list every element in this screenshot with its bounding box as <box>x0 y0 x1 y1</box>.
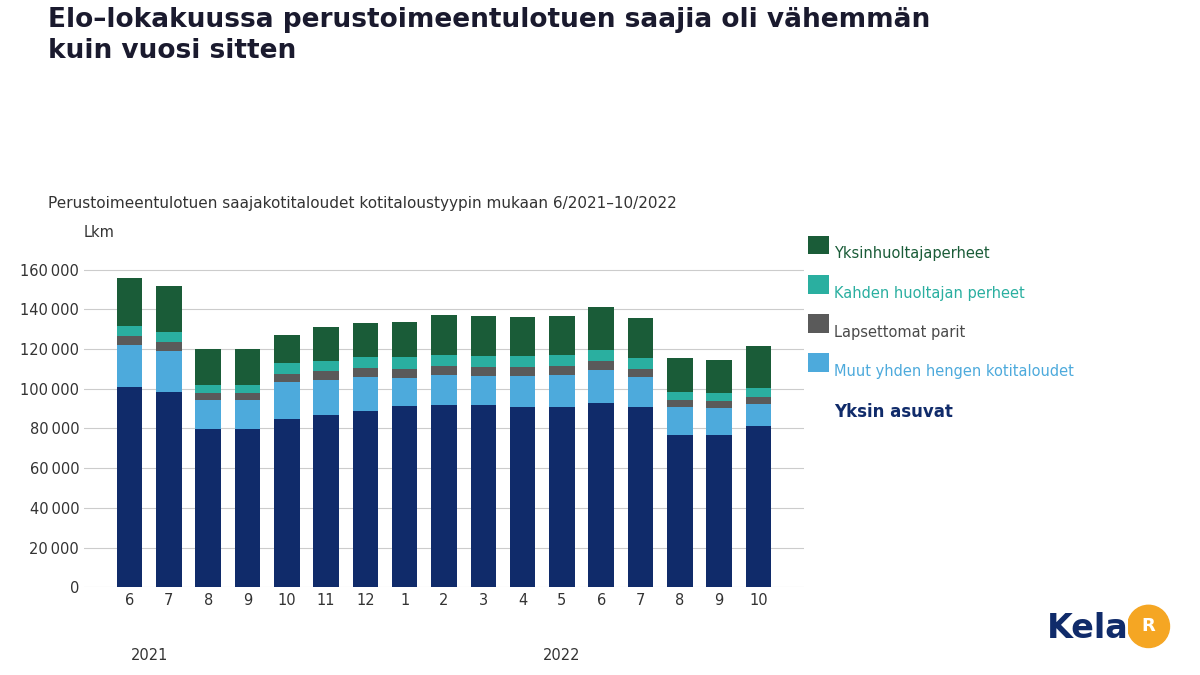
Bar <box>274 335 300 363</box>
Text: Yksin asuvat: Yksin asuvat <box>834 403 953 421</box>
Bar <box>392 406 418 587</box>
Text: Perustoimeentulotuen saajakotitaloudet kotitaloustyypin mukaan 6/2021–10/2022: Perustoimeentulotuen saajakotitaloudet k… <box>48 196 677 211</box>
Bar <box>550 375 575 406</box>
Bar <box>431 315 457 355</box>
Bar <box>353 368 378 377</box>
Bar <box>745 404 772 427</box>
Bar <box>392 369 418 378</box>
Bar <box>707 360 732 393</box>
Bar <box>431 366 457 375</box>
Bar <box>588 402 614 587</box>
Bar <box>667 358 692 391</box>
Bar <box>156 351 181 391</box>
Bar <box>353 323 378 357</box>
Text: 2022: 2022 <box>544 648 581 663</box>
Bar <box>235 400 260 429</box>
Bar <box>156 392 181 587</box>
Bar <box>196 393 221 400</box>
Text: Lkm: Lkm <box>84 225 115 240</box>
Text: 2021: 2021 <box>131 648 168 663</box>
Bar <box>707 435 732 587</box>
Bar <box>353 377 378 410</box>
Bar <box>392 357 418 369</box>
Bar <box>588 350 614 361</box>
Bar <box>510 376 535 406</box>
Bar <box>116 387 143 587</box>
Bar <box>353 410 378 587</box>
Bar <box>196 429 221 587</box>
Bar <box>392 322 418 357</box>
Bar <box>745 387 772 397</box>
Bar <box>156 286 181 332</box>
Bar <box>313 380 338 414</box>
Bar <box>235 385 260 393</box>
Bar <box>274 363 300 374</box>
Bar <box>470 317 496 356</box>
Bar <box>313 361 338 371</box>
Bar <box>196 349 221 385</box>
Bar <box>470 367 496 376</box>
Bar <box>431 355 457 366</box>
Bar <box>313 414 338 587</box>
Bar <box>235 429 260 587</box>
Bar <box>510 367 535 376</box>
Bar <box>707 408 732 435</box>
Text: R: R <box>1141 618 1156 635</box>
Bar <box>707 401 732 408</box>
Bar <box>392 378 418 406</box>
Bar <box>235 349 260 385</box>
Bar <box>550 355 575 366</box>
Bar <box>313 371 338 380</box>
Bar <box>353 357 378 368</box>
Bar <box>196 400 221 429</box>
Text: Kela: Kela <box>1046 612 1128 645</box>
Bar <box>550 366 575 375</box>
Text: Kahden huoltajan perheet: Kahden huoltajan perheet <box>834 286 1025 300</box>
Text: Lapsettomat parit: Lapsettomat parit <box>834 325 965 340</box>
Bar <box>588 307 614 350</box>
Bar <box>707 393 732 401</box>
Bar <box>470 404 496 587</box>
Bar <box>628 369 653 377</box>
Bar <box>235 393 260 400</box>
Bar <box>431 404 457 587</box>
Text: Muut yhden hengen kotitaloudet: Muut yhden hengen kotitaloudet <box>834 364 1074 379</box>
Bar <box>116 345 143 387</box>
Bar <box>628 358 653 369</box>
Bar <box>628 318 653 358</box>
Bar <box>745 346 772 387</box>
Bar <box>196 385 221 393</box>
Bar <box>313 327 338 361</box>
Bar <box>550 406 575 587</box>
Bar <box>628 377 653 406</box>
Bar <box>116 277 143 326</box>
Text: Elo–lokakuussa perustoimeentulotuen saajia oli vähemmän
kuin vuosi sitten: Elo–lokakuussa perustoimeentulotuen saaj… <box>48 7 930 63</box>
Circle shape <box>1128 605 1170 647</box>
Bar <box>588 361 614 370</box>
Bar <box>745 427 772 587</box>
Bar <box>588 370 614 402</box>
Bar <box>667 435 692 587</box>
Bar <box>510 356 535 367</box>
Bar <box>667 406 692 435</box>
Bar <box>628 406 653 587</box>
Bar <box>116 326 143 336</box>
Bar <box>431 375 457 404</box>
Bar <box>470 356 496 367</box>
Bar <box>667 392 692 400</box>
Bar <box>470 376 496 404</box>
Bar <box>510 317 535 356</box>
Bar <box>745 397 772 404</box>
Bar <box>550 317 575 355</box>
Bar <box>667 400 692 406</box>
Text: Yksinhuoltajaperheet: Yksinhuoltajaperheet <box>834 246 990 261</box>
Bar <box>274 418 300 587</box>
Bar <box>274 374 300 382</box>
Bar <box>116 336 143 345</box>
Bar <box>274 382 300 418</box>
Bar <box>156 332 181 342</box>
Bar <box>510 406 535 587</box>
Bar <box>156 342 181 351</box>
